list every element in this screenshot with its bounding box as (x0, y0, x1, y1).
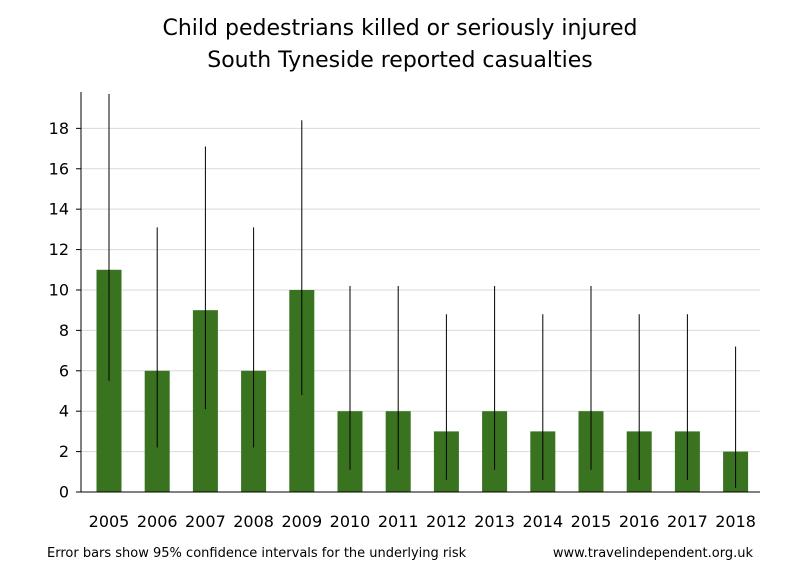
x-tick-label: 2013 (474, 512, 515, 531)
x-tick-label: 2014 (522, 512, 563, 531)
x-tick-label: 2011 (378, 512, 419, 531)
y-tick-label: 14 (49, 200, 69, 219)
x-tick-label: 2008 (233, 512, 274, 531)
x-tick-label: 2006 (137, 512, 178, 531)
x-tick-label: 2016 (619, 512, 660, 531)
x-tick-label: 2005 (89, 512, 130, 531)
error-bar-footnote: Error bars show 95% confidence intervals… (47, 546, 467, 561)
source-credit: www.travelindependent.org.uk (552, 546, 753, 561)
y-tick-label: 0 (59, 483, 69, 502)
y-tick-label: 8 (59, 321, 69, 340)
y-tick-label: 6 (59, 361, 69, 380)
chart-title: Child pedestrians killed or seriously in… (162, 16, 638, 41)
y-tick-label: 2 (59, 442, 69, 461)
y-tick-label: 10 (49, 280, 69, 299)
y-tick-label: 16 (49, 159, 69, 178)
x-tick-label: 2010 (330, 512, 371, 531)
x-tick-label: 2009 (281, 512, 322, 531)
y-tick-label: 4 (59, 402, 69, 421)
x-tick-label: 2012 (426, 512, 467, 531)
x-tick-label: 2007 (185, 512, 226, 531)
x-tick-label: 2018 (715, 512, 756, 531)
chart-subtitle: South Tyneside reported casualties (207, 48, 593, 73)
y-tick-label: 12 (49, 240, 69, 259)
y-tick-label: 18 (49, 119, 69, 138)
x-tick-label: 2017 (667, 512, 708, 531)
x-tick-label: 2015 (571, 512, 612, 531)
